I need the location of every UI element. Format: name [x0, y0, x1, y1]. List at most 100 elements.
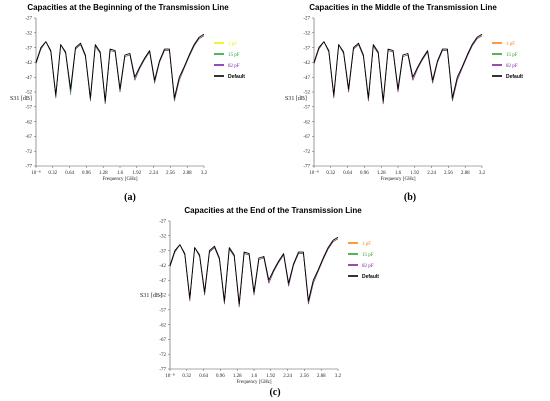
y-tick-label: -57	[303, 106, 310, 111]
y-tick-label: -52	[25, 91, 32, 96]
series-line-default	[169, 236, 339, 305]
y-tick-label: -32	[25, 32, 32, 37]
y-tick-label: -32	[159, 235, 166, 240]
y-axis-label: S31 [dB]	[285, 96, 307, 102]
legend-label: 15 pF	[228, 53, 240, 58]
x-tick-label: 10⁻⁸	[31, 170, 41, 176]
y-tick-label: -27	[25, 17, 32, 22]
chart-panel-3: Capacities at the End of the Transmissio…	[140, 206, 379, 398]
x-axis-label: Frequency [GHz]	[102, 177, 137, 182]
x-tick-label: 2.56	[166, 171, 175, 176]
y-tick-label: -57	[25, 106, 32, 111]
x-tick-label: 3.2	[479, 171, 486, 176]
y-tick-label: -77	[159, 368, 166, 373]
x-tick-label: 2.56	[444, 171, 453, 176]
x-tick-label: 1.92	[266, 374, 275, 379]
legend-label: Default	[228, 74, 245, 80]
legend-label: 1 pF	[228, 42, 237, 47]
y-tick-label: -42	[303, 61, 310, 66]
legend-label: Default	[506, 74, 523, 80]
x-tick-label: 0.32	[48, 171, 57, 176]
x-tick-label: 3.2	[335, 374, 342, 379]
legend-label: Default	[362, 274, 379, 280]
x-tick-label: 1.6	[395, 171, 402, 176]
y-tick-label: -72	[25, 150, 32, 155]
y-tick-label: -47	[25, 76, 32, 81]
y-tick-label: -47	[303, 76, 310, 81]
x-tick-label: 2.88	[461, 171, 470, 176]
x-tick-label: 10⁻⁸	[309, 170, 319, 176]
y-tick-label: -77	[303, 165, 310, 170]
x-tick-label: 1.6	[251, 374, 258, 379]
y-tick-label: -67	[25, 135, 32, 140]
chart-panel-1: Capacities at the Beginning of the Trans…	[10, 3, 245, 203]
series-line-default	[313, 33, 483, 102]
y-tick-label: -72	[159, 353, 166, 358]
x-tick-label: 1.28	[233, 374, 242, 379]
x-tick-label: 0.96	[82, 171, 91, 176]
x-tick-label: 1.28	[99, 171, 108, 176]
chart-title: Capacities in the Middle of the Transmis…	[309, 3, 497, 12]
y-tick-label: -62	[303, 120, 310, 125]
y-tick-label: -47	[159, 279, 166, 284]
legend-label: 82 pF	[228, 64, 240, 69]
y-tick-label: -37	[303, 46, 310, 51]
y-tick-label: -67	[159, 338, 166, 343]
y-tick-label: -52	[159, 294, 166, 299]
x-tick-label: 2.24	[427, 171, 436, 176]
legend-label: 1 pF	[362, 242, 371, 247]
x-tick-label: 0.64	[65, 171, 74, 176]
x-tick-label: 1.28	[377, 171, 386, 176]
x-tick-label: 2.24	[149, 171, 158, 176]
chart-panel-2: Capacities in the Middle of the Transmis…	[285, 3, 523, 203]
y-tick-label: -62	[159, 323, 166, 328]
y-tick-label: -27	[159, 220, 166, 225]
series-line-default	[35, 33, 205, 102]
y-tick-label: -52	[303, 91, 310, 96]
x-tick-label: 10⁻⁸	[165, 373, 175, 379]
x-tick-label: 3.2	[201, 171, 208, 176]
y-tick-label: -37	[159, 249, 166, 254]
y-tick-label: -37	[25, 46, 32, 51]
panel-label: (c)	[269, 387, 280, 398]
y-tick-label: -27	[303, 17, 310, 22]
x-tick-label: 0.32	[326, 171, 335, 176]
y-tick-label: -67	[303, 135, 310, 140]
y-tick-label: -42	[159, 264, 166, 269]
panel-label: (b)	[404, 192, 416, 203]
legend-label: 82 pF	[506, 64, 518, 69]
x-axis-label: Frequency [GHz]	[380, 177, 415, 182]
x-tick-label: 2.88	[317, 374, 326, 379]
series-line-82-pf	[169, 238, 339, 308]
legend-label: 82 pF	[362, 264, 374, 269]
x-tick-label: 0.32	[182, 374, 191, 379]
panel-label: (a)	[124, 192, 136, 203]
y-tick-label: -32	[303, 32, 310, 37]
x-tick-label: 1.6	[117, 171, 124, 176]
y-tick-label: -62	[25, 120, 32, 125]
x-tick-label: 1.92	[410, 171, 419, 176]
y-tick-label: -42	[25, 61, 32, 66]
x-tick-label: 0.64	[199, 374, 208, 379]
x-tick-label: 0.96	[216, 374, 225, 379]
legend-label: 1 pF	[506, 42, 515, 47]
y-axis-label: S31 [dB]	[10, 96, 32, 102]
y-tick-label: -77	[25, 165, 32, 170]
x-axis-label: Frequency [GHz]	[236, 380, 271, 385]
x-tick-label: 2.24	[283, 374, 292, 379]
y-tick-label: -72	[303, 150, 310, 155]
chart-title: Capacities at the End of the Transmissio…	[184, 206, 362, 215]
x-tick-label: 2.88	[183, 171, 192, 176]
y-axis-label: S31 [dB]	[140, 293, 162, 299]
chart-title: Capacities at the Beginning of the Trans…	[27, 3, 229, 12]
legend-label: 15 pF	[506, 53, 518, 58]
x-tick-label: 0.96	[360, 171, 369, 176]
series-line-82-pf	[35, 35, 205, 105]
legend-label: 15 pF	[362, 253, 374, 258]
x-tick-label: 1.92	[132, 171, 141, 176]
series-line-82-pf	[313, 35, 483, 105]
x-tick-label: 2.56	[300, 374, 309, 379]
x-tick-label: 0.64	[343, 171, 352, 176]
y-tick-label: -57	[159, 309, 166, 314]
